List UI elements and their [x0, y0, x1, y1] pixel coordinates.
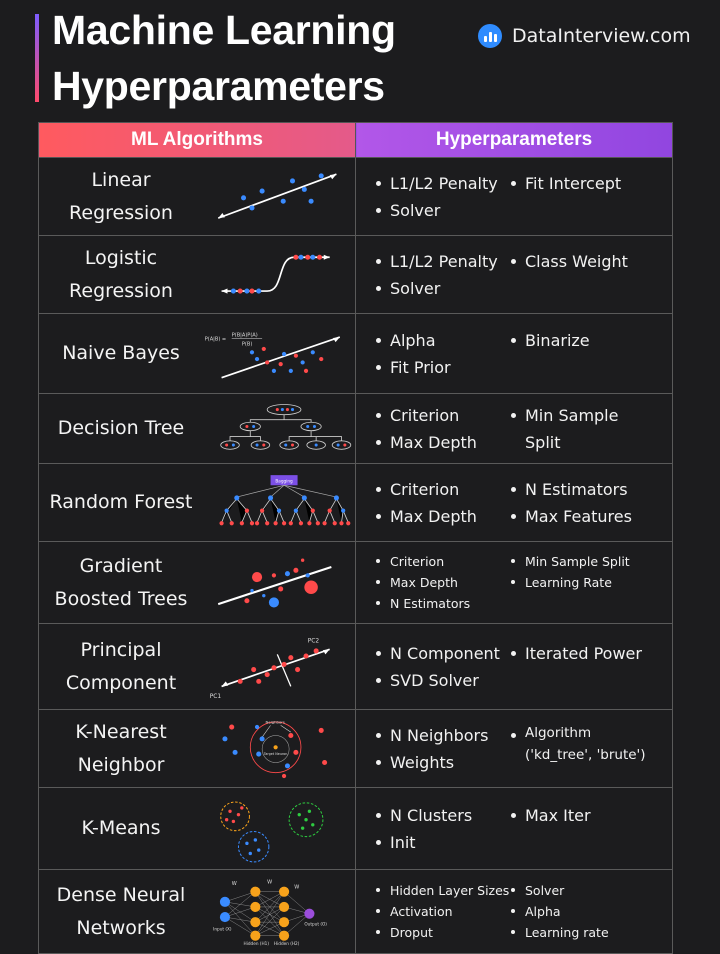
- hyperparameter: Max Iter: [511, 802, 591, 829]
- hyperparameter: N Estimators: [376, 593, 511, 614]
- logistic-regression-diagram: [221, 254, 330, 294]
- table-row: Decision Tree Criterion Max Depth Min Sam…: [38, 393, 673, 464]
- algorithm-name: Gradient Boosted Trees: [54, 554, 188, 610]
- formula-denominator: P(B): [242, 341, 252, 347]
- hyperparameter: Activation: [376, 901, 511, 922]
- table-row: Dense Neural Networks W W: [38, 869, 673, 954]
- hyperparameter: Hidden Layer Sizes: [376, 880, 511, 901]
- page-title: Machine Learning Hyperparameters: [52, 7, 396, 109]
- weight-label: W: [294, 884, 299, 890]
- hyperparameter: Min Sample Split: [511, 551, 630, 572]
- input-label: Input (X): [213, 926, 232, 931]
- hyperparameter: Solver: [511, 880, 609, 901]
- formula-numerator: P(B|A)P(A): [232, 332, 258, 338]
- table-row: Logistic Regression L1/L2 Penalty Solver …: [38, 235, 673, 314]
- algorithm-name: K-Nearest Neighbor: [75, 720, 167, 776]
- hidden1-label: Hidden (H1): [244, 940, 270, 945]
- principal-component-diagram: PC2 PC1: [210, 638, 330, 700]
- hyperparameter: Alpha: [376, 327, 511, 354]
- bar-chart-icon: [478, 24, 502, 48]
- hyperparameter: Class Weight: [511, 248, 628, 275]
- brand[interactable]: DataInterview.com: [478, 24, 691, 48]
- brand-name: DataInterview.com: [512, 25, 691, 47]
- hyperparameter: Weights: [376, 749, 511, 776]
- gradient-boosted-trees-diagram: [217, 558, 332, 607]
- hyperparameter: N Component: [376, 640, 511, 667]
- hyperparameter: Criterion: [376, 476, 511, 503]
- output-label: Output (O): [304, 921, 327, 926]
- algorithm-name: Logistic Regression: [69, 246, 173, 302]
- algorithm-name: Decision Tree: [57, 417, 185, 439]
- table-row: Naive Bayes P(A|B) = P(B|A)P(A) P(B) Alp…: [38, 313, 673, 394]
- hidden2-label: Hidden (H2): [274, 940, 300, 945]
- table-row: K-Means N Clusters Init Max Iter: [38, 787, 673, 870]
- hyperparameter: Fit Prior: [376, 354, 511, 381]
- naive-bayes-diagram: P(A|B) = P(B|A)P(A) P(B): [205, 332, 341, 378]
- algorithm-name: Random Forest: [49, 491, 193, 513]
- random-forest-diagram: Bagging: [219, 474, 351, 525]
- hyperparameter: Alpha: [511, 901, 609, 922]
- header-hyperparameters: Hyperparameters: [355, 122, 673, 158]
- target-label: Target Neuron: [263, 751, 288, 755]
- hyperparameter: Max Depth: [376, 572, 511, 593]
- hyperparameter: Criterion: [376, 551, 511, 572]
- k-nearest-neighbor-diagram: Neighbors Target Neuron: [222, 719, 328, 778]
- hyperparameter: Max Features: [511, 503, 632, 530]
- algorithm-name: Principal Component: [65, 638, 177, 694]
- algorithm-name: Naive Bayes: [62, 342, 180, 364]
- hyperparameter: N Estimators: [511, 476, 632, 503]
- hyperparameter-table: ML Algorithms Hyperparameters Linear Reg…: [38, 122, 673, 954]
- hyperparameter: Min Sample Split: [511, 402, 618, 456]
- hyperparameter: Fit Intercept: [511, 170, 621, 197]
- hyperparameter: Solver: [376, 197, 511, 224]
- hyperparameter: Algorithm ('kd_tree', 'brute'): [511, 722, 646, 766]
- hyperparameter: N Clusters: [376, 802, 511, 829]
- hyperparameter: SVD Solver: [376, 667, 511, 694]
- table-row: Principal Component PC2 PC1 N Component S…: [38, 623, 673, 710]
- table-row: Random Forest Bagging: [38, 463, 673, 542]
- hyperparameter: Binarize: [511, 327, 590, 354]
- hyperparameter: Criterion: [376, 402, 511, 429]
- dense-neural-network-diagram: W W W Input (X) Output (O) Hidden (H1) H…: [213, 879, 327, 946]
- bagging-tag: Bagging: [275, 478, 293, 483]
- k-means-diagram: [220, 800, 324, 862]
- hyperparameter: L1/L2 Penalty: [376, 170, 511, 197]
- hyperparameter: Learning Rate: [511, 572, 630, 593]
- hyperparameter: Max Depth: [376, 429, 511, 456]
- hyperparameter: Init: [376, 829, 511, 856]
- table-row: Linear Regression L1/L2 Penalty Solver Fi…: [38, 157, 673, 236]
- hyperparameter: Learning rate: [511, 922, 609, 943]
- hyperparameter: L1/L2 Penalty: [376, 248, 511, 275]
- weight-label: W: [267, 879, 272, 885]
- hyperparameter: Droput: [376, 922, 511, 943]
- pc2-label: PC2: [308, 638, 320, 644]
- pc1-label: PC1: [210, 694, 222, 700]
- hyperparameter: Max Depth: [376, 503, 511, 530]
- title-accent-bar: [35, 14, 39, 102]
- header-algorithms: ML Algorithms: [38, 122, 356, 158]
- linear-regression-diagram: [217, 172, 337, 219]
- table-row: K-Nearest Neighbor Neighbors Target Neur…: [38, 709, 673, 788]
- algorithm-name: Linear Regression: [69, 168, 173, 224]
- hyperparameter: Solver: [376, 275, 511, 302]
- weight-label: W: [232, 880, 237, 886]
- hyperparameter: Iterated Power: [511, 640, 642, 667]
- algorithm-name: K-Means: [81, 817, 161, 839]
- hyperparameter: N Neighbors: [376, 722, 511, 749]
- neighbors-label: Neighbors: [265, 719, 284, 724]
- decision-tree-diagram: [220, 403, 352, 450]
- algorithm-name: Dense Neural Networks: [56, 883, 186, 939]
- table-row: Gradient Boosted Trees Criterion Max Dept…: [38, 541, 673, 624]
- formula-lhs: P(A|B) =: [205, 336, 226, 342]
